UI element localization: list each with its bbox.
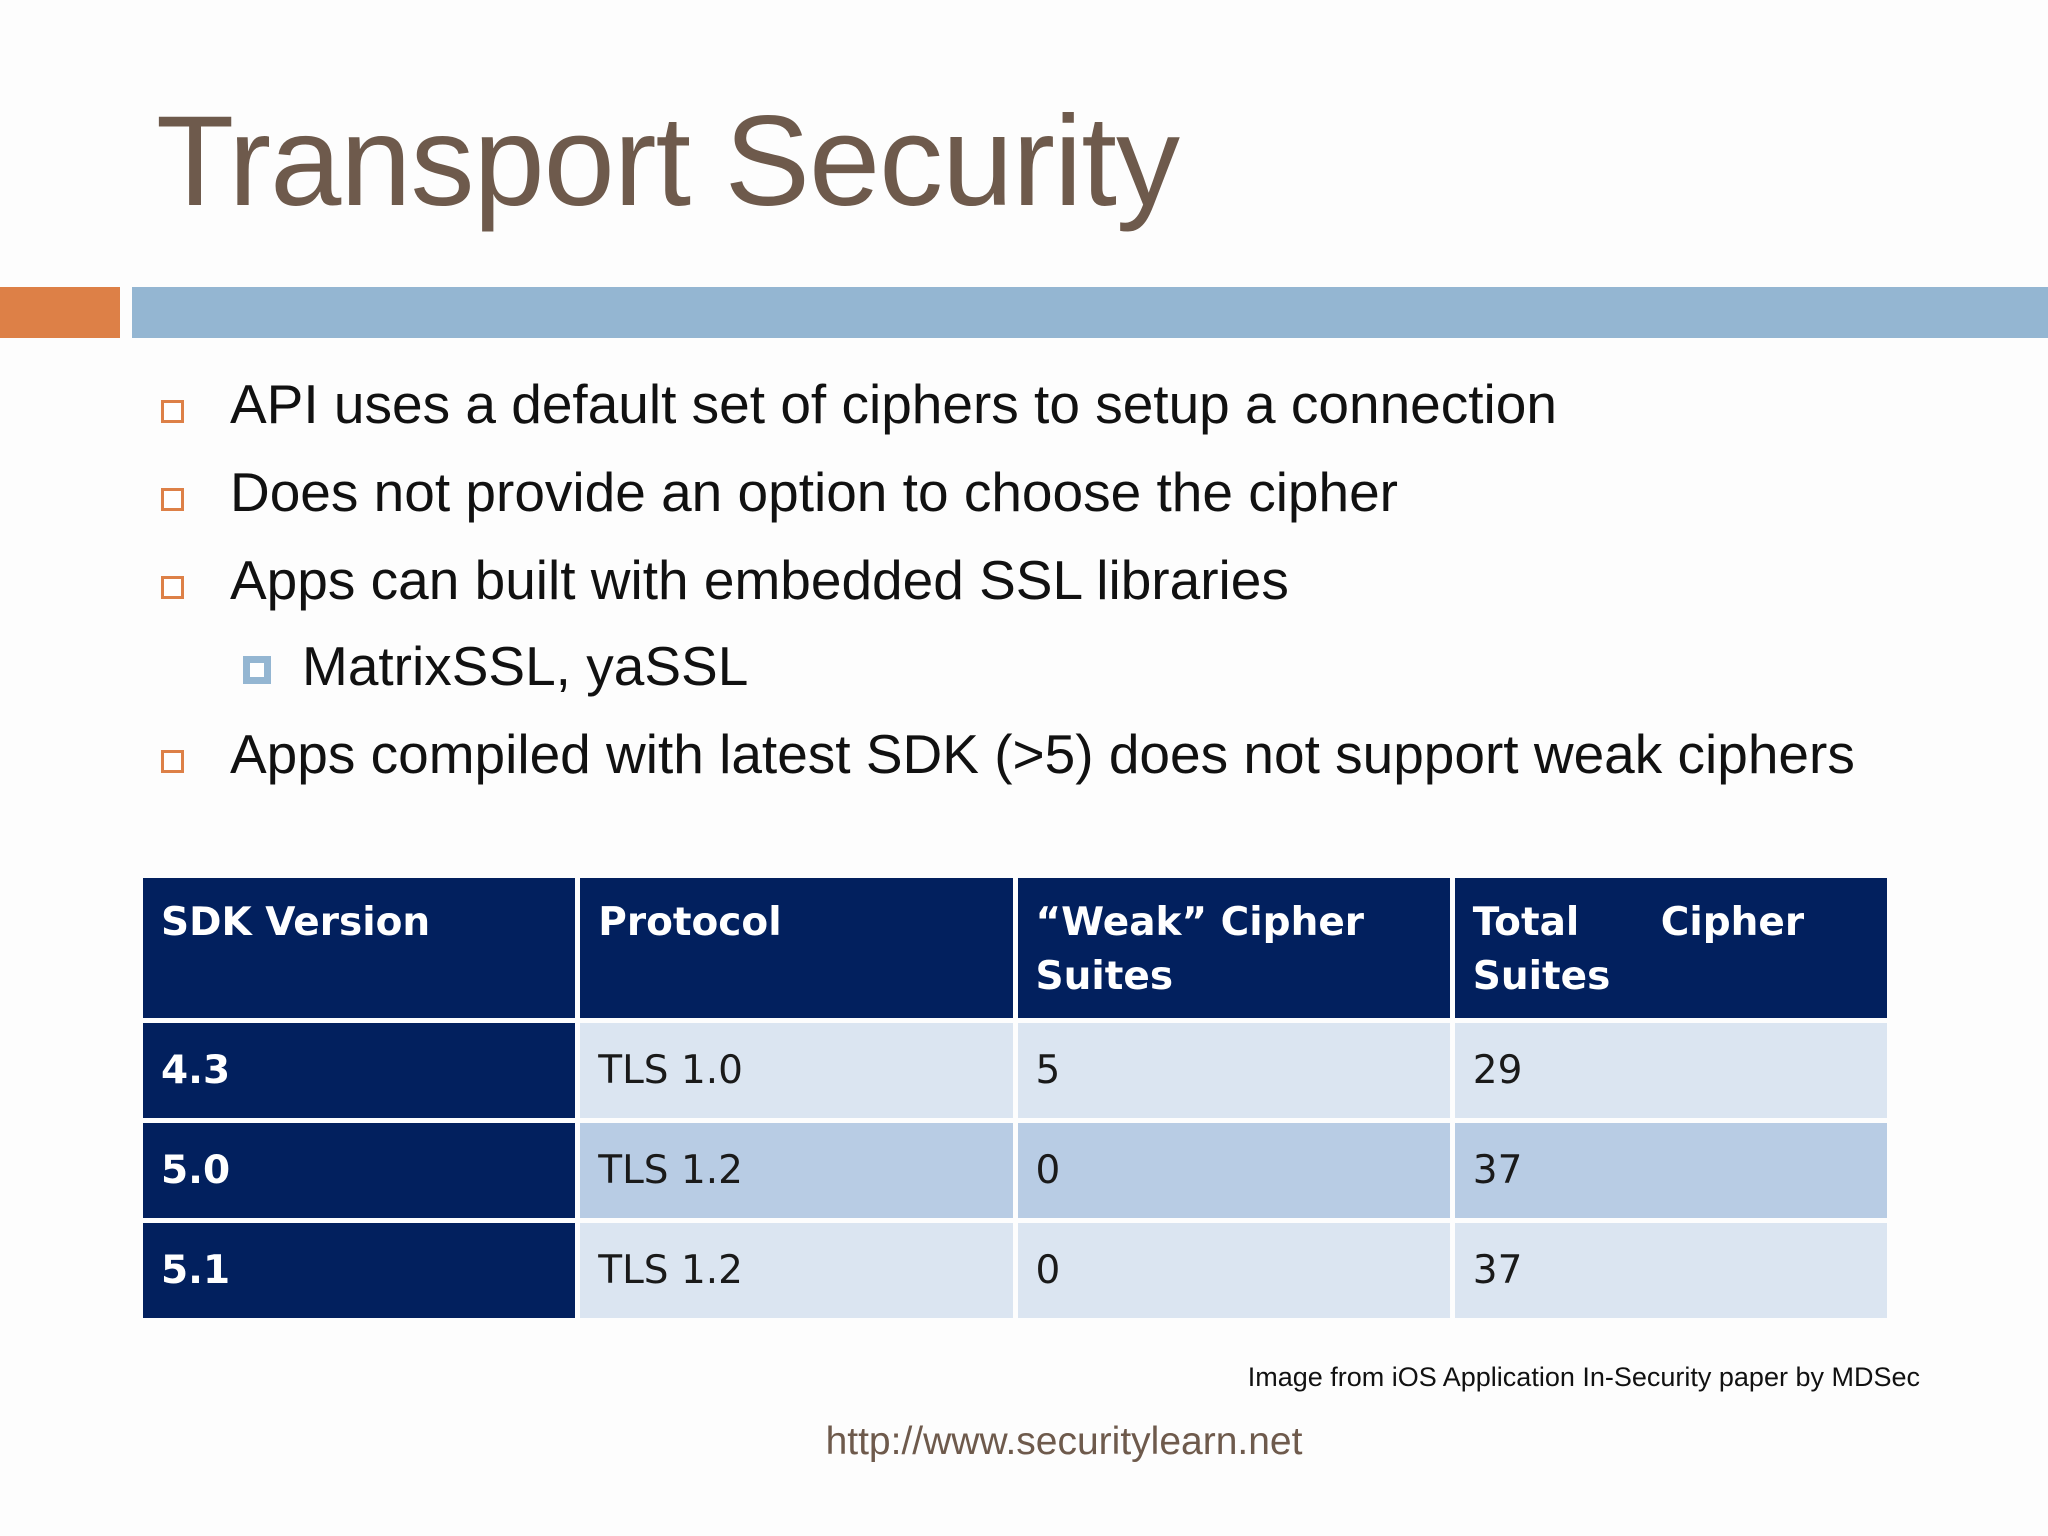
- bullet-text: API uses a default set of ciphers to set…: [230, 373, 1557, 435]
- cell-weak-cipher-suites: 0: [1017, 1123, 1450, 1218]
- bullet-text: Apps can built with embedded SSL librari…: [230, 549, 1289, 611]
- cell-total-cipher-suites: 37: [1454, 1123, 1887, 1218]
- cell-sdk-version: 5.0: [143, 1123, 576, 1218]
- bullet-text: Does not provide an option to choose the…: [230, 461, 1398, 523]
- cell-sdk-version: 4.3: [143, 1023, 576, 1118]
- cell-weak-cipher-suites: 5: [1017, 1023, 1450, 1118]
- header-sdk-version: SDK Version: [143, 878, 576, 1018]
- image-source-caption: Image from iOS Application In-Security p…: [1247, 1362, 1920, 1392]
- cell-sdk-version: 5.1: [143, 1223, 576, 1318]
- bullet-text: Apps compiled with latest SDK (>5) does …: [230, 723, 1855, 785]
- footer-url-container: http://www.securitylearn.net: [0, 1420, 2048, 1464]
- filled-square-bullet-icon: [243, 656, 271, 684]
- cipher-suites-table: SDK Version Protocol “Weak” Cipher Suite…: [138, 873, 1892, 1323]
- header-weak-cipher-suites: “Weak” Cipher Suites: [1017, 878, 1450, 1018]
- footer-url[interactable]: http://www.securitylearn.net: [825, 1420, 1303, 1463]
- accent-bar-blue: [132, 287, 2048, 338]
- cell-weak-cipher-suites: 0: [1017, 1223, 1450, 1318]
- hollow-square-bullet-icon: [161, 400, 184, 423]
- hollow-square-bullet-icon: [161, 488, 184, 511]
- hollow-square-bullet-icon: [161, 576, 184, 599]
- cell-total-cipher-suites: 29: [1454, 1023, 1887, 1118]
- table-row: 5.0 TLS 1.2 0 37: [143, 1123, 1887, 1218]
- sub-bullet-text: MatrixSSL, yaSSL: [302, 635, 749, 697]
- hollow-square-bullet-icon: [161, 750, 184, 773]
- accent-bar-orange: [0, 287, 120, 338]
- cell-protocol: TLS 1.2: [580, 1123, 1013, 1218]
- cell-total-cipher-suites: 37: [1454, 1223, 1887, 1318]
- table-row: 5.1 TLS 1.2 0 37: [143, 1223, 1887, 1318]
- header-total-cipher-suites: Total Cipher Suites: [1454, 878, 1887, 1018]
- header-protocol: Protocol: [580, 878, 1013, 1018]
- table-row: 4.3 TLS 1.0 5 29: [143, 1023, 1887, 1118]
- cell-protocol: TLS 1.0: [580, 1023, 1013, 1118]
- table-header-row: SDK Version Protocol “Weak” Cipher Suite…: [143, 878, 1887, 1018]
- slide-title: Transport Security: [156, 90, 1180, 233]
- cell-protocol: TLS 1.2: [580, 1223, 1013, 1318]
